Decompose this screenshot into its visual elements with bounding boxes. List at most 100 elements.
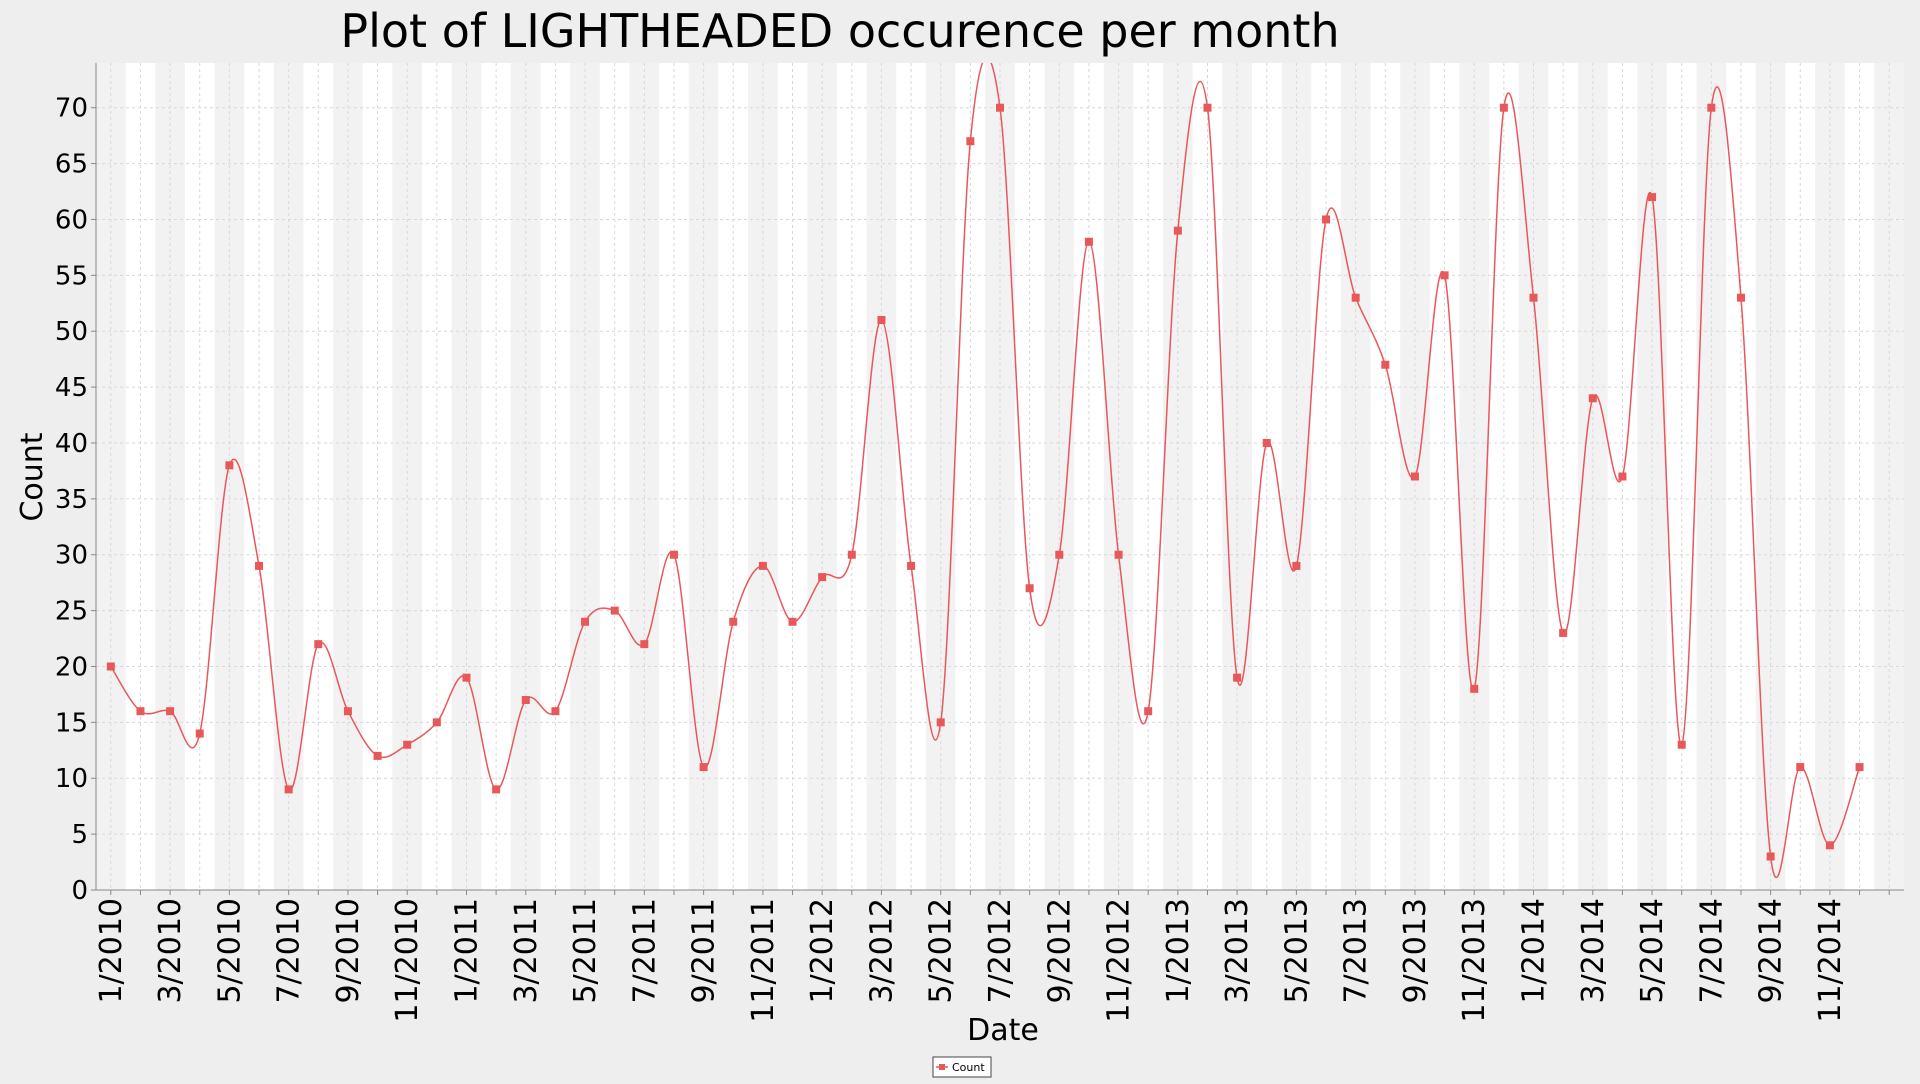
x-axis-ticks: 1/2010 3/2010 5/2010 7/2010 9/2010 11/2010 1/2… bbox=[94, 890, 1890, 1023]
y-tick-label: 0 bbox=[71, 876, 88, 906]
plot-band bbox=[807, 63, 837, 890]
data-point bbox=[1707, 103, 1716, 112]
y-tick-label: 30 bbox=[55, 541, 88, 571]
data-point bbox=[818, 573, 827, 582]
data-point bbox=[581, 617, 590, 626]
plot-band bbox=[570, 63, 600, 890]
y-axis-label: Count bbox=[15, 432, 50, 521]
x-tick-label: 9/2011 bbox=[687, 898, 722, 1004]
data-point bbox=[847, 550, 856, 559]
plot-band bbox=[1459, 63, 1490, 890]
data-point bbox=[1618, 472, 1627, 481]
x-tick-label: 9/2013 bbox=[1398, 898, 1433, 1004]
y-tick-label: 5 bbox=[71, 820, 88, 850]
plot-band bbox=[866, 63, 897, 890]
data-point bbox=[1766, 852, 1775, 861]
data-point bbox=[936, 718, 945, 727]
plot-band bbox=[273, 63, 304, 890]
x-tick-label: 11/2011 bbox=[746, 898, 781, 1023]
data-point bbox=[1855, 763, 1864, 772]
x-tick-label: 11/2014 bbox=[1813, 898, 1848, 1023]
plot-band bbox=[688, 63, 719, 890]
data-point bbox=[1233, 673, 1242, 682]
y-tick-label: 15 bbox=[55, 708, 88, 738]
data-point bbox=[314, 640, 323, 649]
x-tick-label: 5/2014 bbox=[1635, 898, 1670, 1004]
data-point bbox=[166, 707, 175, 716]
data-point bbox=[1677, 740, 1686, 749]
x-tick-label: 1/2013 bbox=[1161, 898, 1196, 1004]
data-point bbox=[1351, 293, 1360, 302]
x-tick-label: 1/2010 bbox=[94, 898, 129, 1004]
plot-band bbox=[629, 63, 660, 890]
x-tick-label: 9/2012 bbox=[1042, 898, 1077, 1004]
data-point bbox=[788, 617, 797, 626]
plot-band bbox=[1163, 63, 1193, 890]
y-tick-label: 10 bbox=[55, 764, 88, 794]
plot-band bbox=[451, 63, 482, 890]
x-tick-label: 7/2010 bbox=[272, 898, 307, 1004]
chart-title: Plot of LIGHTHEADED occurence per month bbox=[340, 4, 1339, 58]
data-point bbox=[1559, 628, 1568, 637]
data-point bbox=[729, 617, 738, 626]
data-point bbox=[1796, 763, 1805, 772]
data-point bbox=[1588, 394, 1597, 403]
x-axis-label: Date bbox=[967, 1013, 1039, 1048]
x-tick-label: 7/2013 bbox=[1339, 898, 1374, 1004]
data-point bbox=[907, 561, 916, 570]
data-point bbox=[492, 785, 501, 794]
y-tick-label: 70 bbox=[55, 94, 88, 124]
x-tick-label: 5/2012 bbox=[924, 898, 959, 1004]
x-tick-label: 1/2012 bbox=[805, 898, 840, 1004]
x-tick-label: 1/2011 bbox=[449, 898, 484, 1004]
y-tick-label: 25 bbox=[55, 597, 88, 627]
plot-band bbox=[1874, 63, 1904, 890]
data-point bbox=[343, 707, 352, 716]
x-tick-label: 7/2014 bbox=[1694, 898, 1729, 1004]
data-point bbox=[1084, 237, 1093, 246]
plot-background bbox=[96, 63, 1904, 890]
data-point bbox=[462, 673, 471, 682]
data-point bbox=[669, 550, 678, 559]
plot-band bbox=[214, 63, 245, 890]
data-point bbox=[521, 696, 530, 705]
x-tick-label: 9/2014 bbox=[1754, 898, 1789, 1004]
data-point bbox=[1410, 472, 1419, 481]
data-point bbox=[1529, 293, 1538, 302]
x-tick-label: 11/2010 bbox=[390, 898, 425, 1023]
y-tick-label: 45 bbox=[55, 373, 88, 403]
plot-band bbox=[1103, 63, 1134, 890]
plot-band bbox=[155, 63, 185, 890]
x-tick-label: 7/2011 bbox=[627, 898, 662, 1004]
data-point bbox=[403, 740, 412, 749]
data-point bbox=[699, 763, 708, 772]
data-point bbox=[1381, 360, 1390, 369]
legend-marker bbox=[939, 1064, 945, 1070]
plot-band bbox=[748, 63, 778, 890]
plot-band bbox=[925, 63, 956, 890]
data-point bbox=[877, 316, 886, 325]
data-point bbox=[225, 461, 234, 470]
legend-label: Count bbox=[952, 1061, 985, 1074]
data-point bbox=[610, 606, 619, 615]
y-axis-ticks: 0 5 10 15 20 25 30 35 40 45 50 55 60 65 70 bbox=[55, 94, 96, 906]
x-tick-label: 11/2012 bbox=[1102, 898, 1137, 1023]
x-tick-label: 3/2011 bbox=[509, 898, 544, 1004]
x-tick-label: 5/2013 bbox=[1279, 898, 1314, 1004]
data-point bbox=[551, 707, 560, 716]
plot-band bbox=[1696, 63, 1727, 890]
x-tick-label: 3/2010 bbox=[153, 898, 188, 1004]
plot-band bbox=[1815, 63, 1845, 890]
data-point bbox=[432, 718, 441, 727]
data-point bbox=[1173, 226, 1182, 235]
x-tick-label: 1/2014 bbox=[1517, 898, 1552, 1004]
data-point bbox=[640, 640, 649, 649]
y-tick-label: 50 bbox=[55, 317, 88, 347]
data-point bbox=[1470, 684, 1479, 693]
y-tick-label: 35 bbox=[55, 485, 88, 515]
data-point bbox=[1055, 550, 1064, 559]
data-point bbox=[373, 751, 382, 760]
data-point bbox=[1499, 103, 1508, 112]
